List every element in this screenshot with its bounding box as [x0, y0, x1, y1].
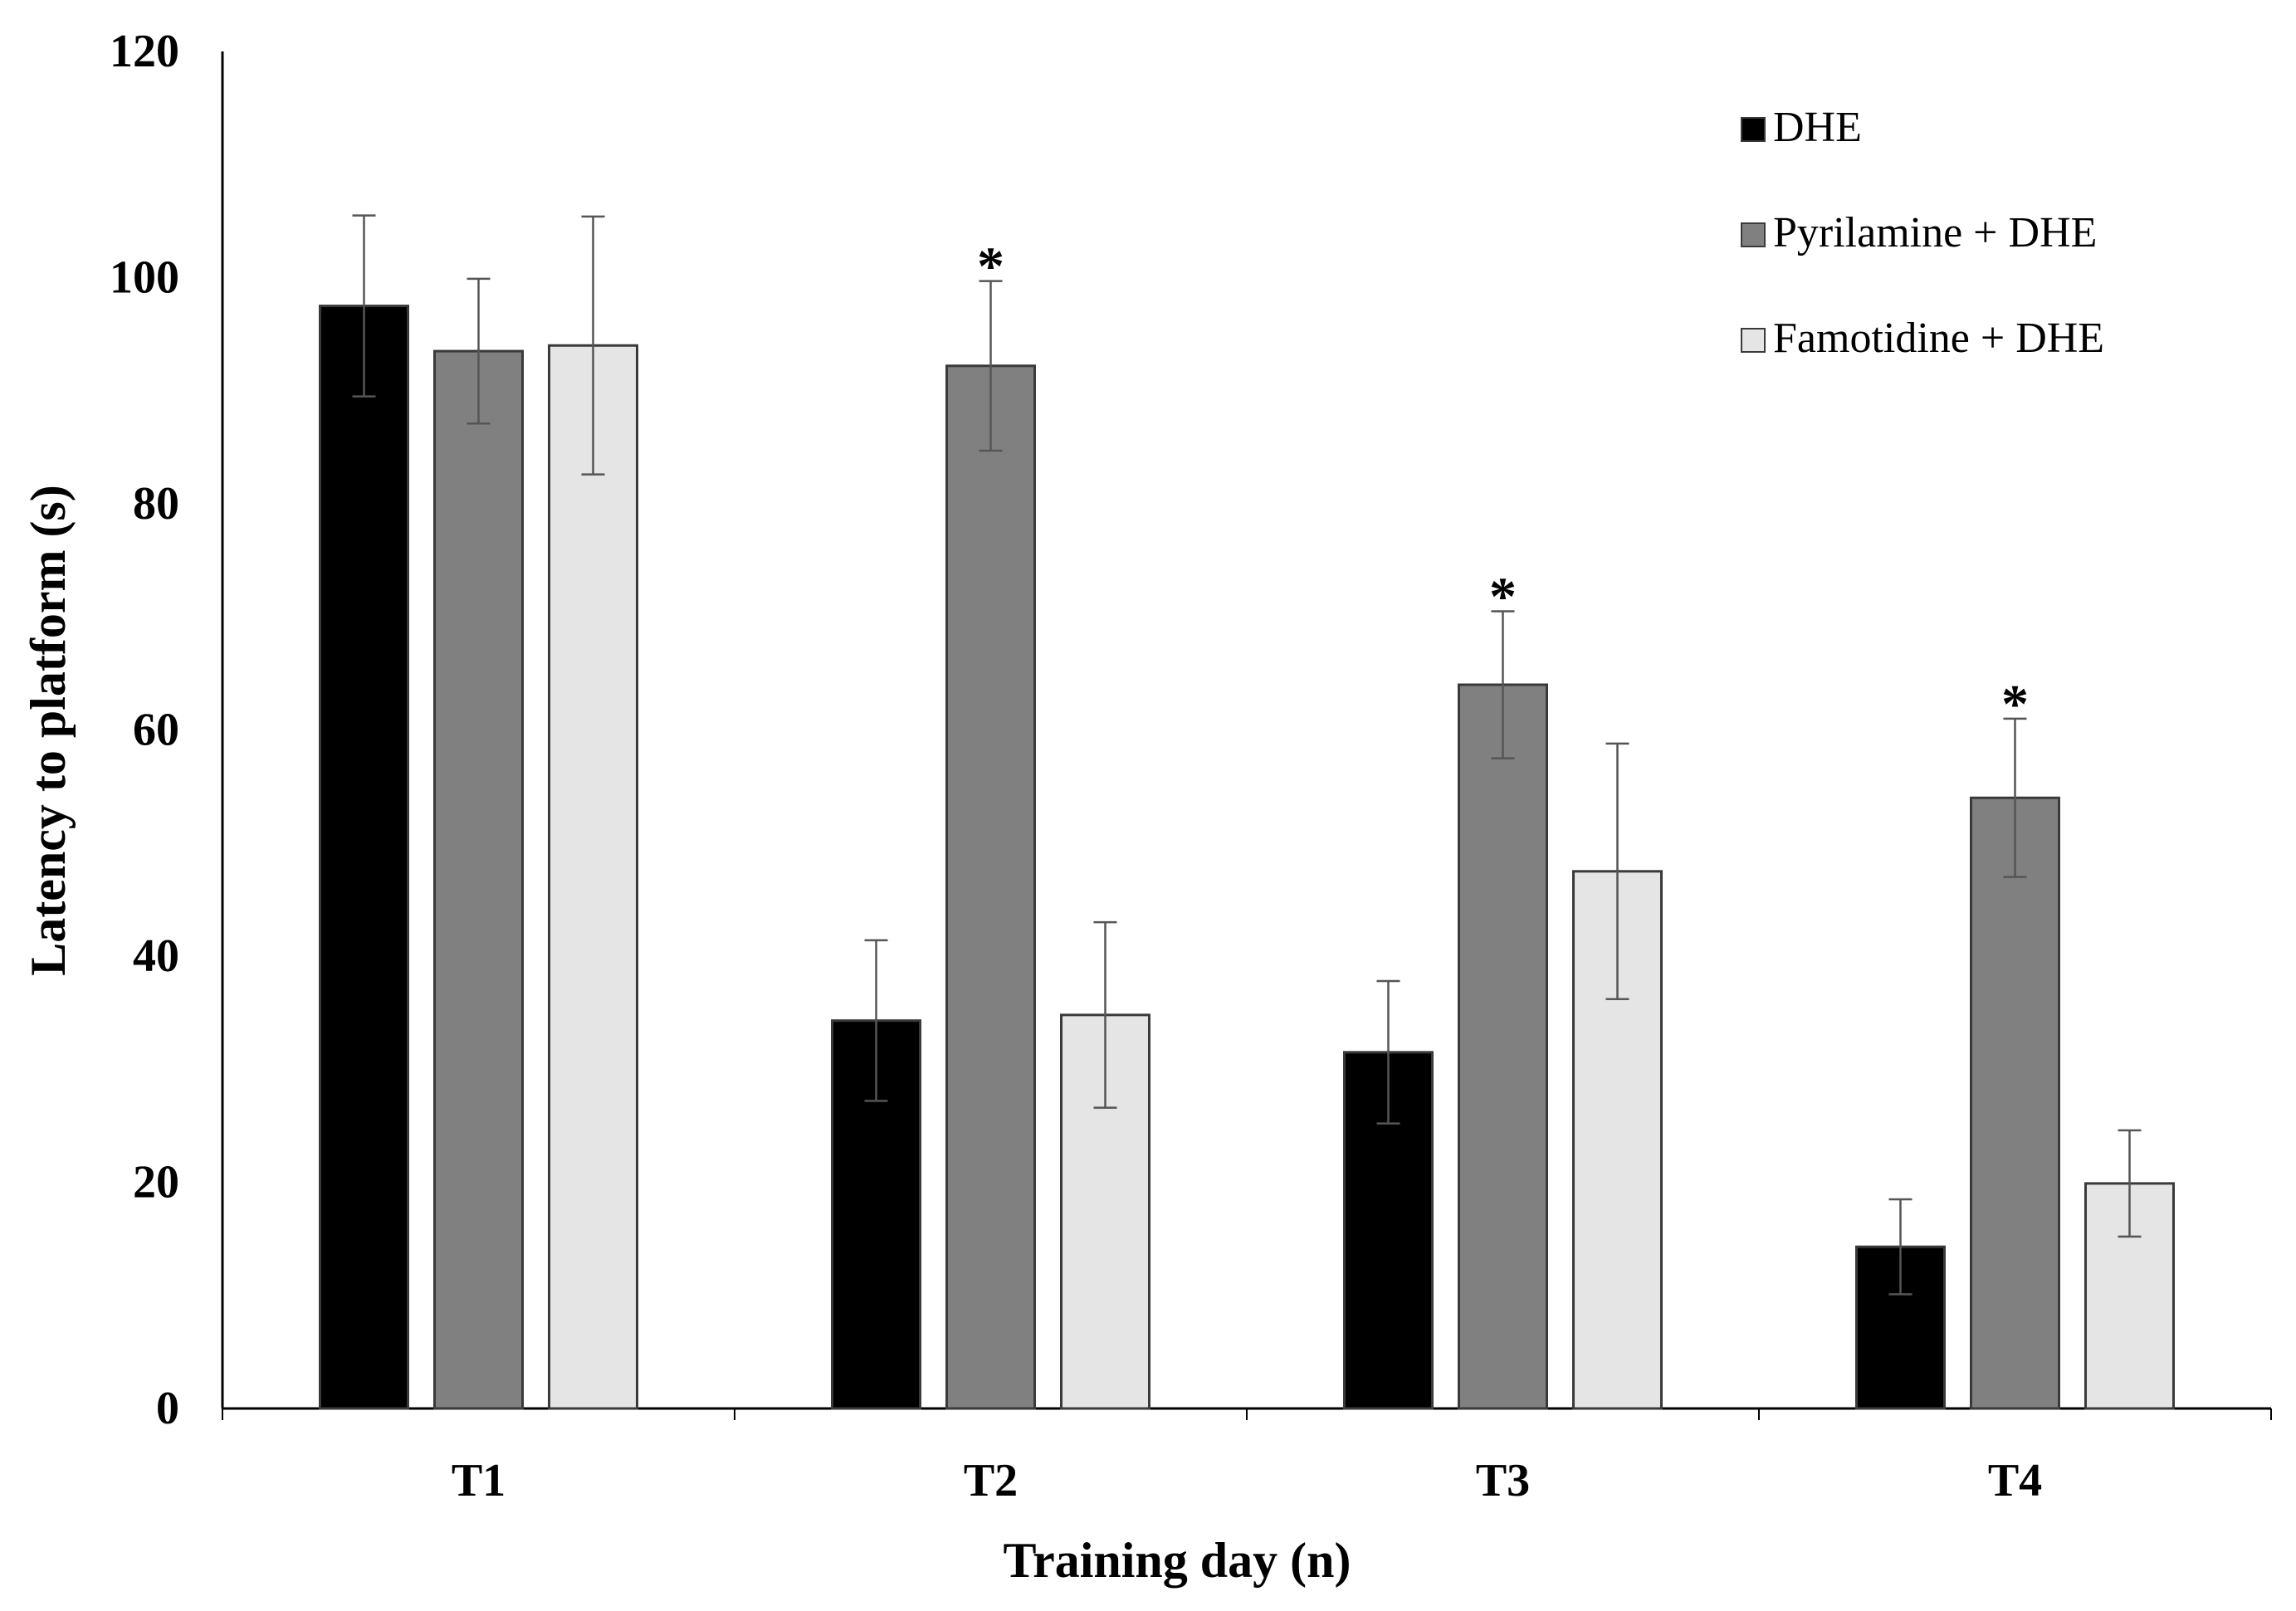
y-axis: 0 20 40 60 80 100 120: [110, 26, 224, 1434]
y-tick-label: 60: [133, 705, 179, 756]
y-tick-label: 100: [110, 252, 179, 304]
significance-asterisk: *: [2001, 674, 2029, 735]
legend: DHE Pyrilamine + DHE Famotidine + DHE: [1741, 104, 2104, 362]
bar: [1970, 796, 2060, 1410]
bar: [433, 349, 524, 1410]
legend-swatch: [1741, 328, 1766, 353]
x-axis: T1 T2 T3 T4: [222, 1407, 2272, 1506]
x-tick-label: T4: [1988, 1455, 2042, 1506]
y-tick-label: 20: [133, 1157, 179, 1208]
legend-swatch: [1741, 117, 1766, 142]
x-tick-label: T3: [1476, 1455, 1530, 1506]
y-axis-title: Latency to platform (s): [21, 485, 76, 976]
bars: [319, 305, 2175, 1410]
bar: [1458, 683, 1548, 1410]
legend-label: Pyrilamine + DHE: [1773, 209, 2097, 256]
x-axis-title: Training day (n): [1004, 1533, 1351, 1588]
legend-label: Famotidine + DHE: [1773, 315, 2104, 362]
bar: [945, 364, 1036, 1410]
x-tick-label: T1: [452, 1455, 506, 1506]
error-bars: [352, 214, 2142, 1296]
y-tick-label: 120: [110, 26, 179, 77]
y-tick-label: 80: [133, 478, 179, 530]
x-tick-label: T2: [964, 1455, 1018, 1506]
legend-swatch: [1741, 222, 1766, 247]
significance-markers: * * *: [977, 237, 2029, 735]
y-tick-label: 0: [156, 1383, 179, 1434]
significance-asterisk: *: [977, 237, 1004, 297]
bar: [319, 305, 409, 1410]
significance-asterisk: *: [1489, 566, 1517, 627]
legend-label: DHE: [1773, 104, 1862, 151]
bar: [548, 344, 638, 1410]
y-tick-label: 40: [133, 930, 179, 982]
